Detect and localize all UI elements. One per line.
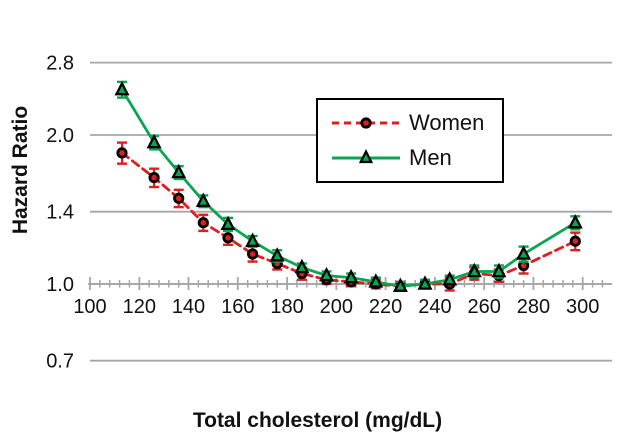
y-tick-label: 2.8 [46,53,74,75]
legend-row-men: Men [330,144,502,170]
legend-row-women: Women [330,112,502,134]
y-tick-label: 2.0 [46,125,74,147]
data-point-women [222,232,234,244]
legend-line-sample-men [332,148,400,163]
x-tick-label: 240 [418,296,451,318]
legend-label-women: Women [409,110,485,136]
data-point-women [247,248,259,260]
legend: Women Men [316,98,504,183]
data-point-women [148,172,160,184]
data-point-men [442,271,458,286]
y-axis-title: Hazard Ratio [9,105,32,235]
data-point-men [516,245,532,260]
legend-marker-triangle-up-icon [358,148,374,163]
data-point-men [567,214,583,229]
data-point-men [146,133,162,149]
x-tick-label: 220 [369,296,402,318]
legend-marker-circle-icon [360,117,372,129]
x-tick-label: 100 [73,296,106,318]
data-point-women [197,217,209,229]
x-tick-label: 180 [270,296,303,318]
x-tick-label: 260 [468,296,501,318]
x-tick-label: 200 [320,296,353,318]
data-point-men [368,273,384,288]
data-point-men [466,262,482,278]
data-point-women [569,235,581,247]
y-tick-label: 0.7 [46,351,74,373]
x-tick-label: 300 [566,296,599,318]
data-point-men [392,277,408,292]
data-point-men [195,192,211,207]
data-point-women [116,147,128,159]
data-point-women [173,192,185,204]
series-men [114,80,583,292]
data-point-men [269,247,285,262]
legend-label-men: Men [409,144,452,170]
data-point-men [114,80,130,96]
data-point-men [220,215,236,231]
data-point-men [417,275,433,290]
x-tick-label: 140 [172,296,205,318]
data-point-men [343,268,359,284]
y-tick-label: 1.4 [46,202,74,224]
data-point-men [319,266,334,282]
data-point-men [245,232,261,247]
data-point-men [491,262,507,278]
x-tick-label: 160 [221,296,254,318]
x-tick-label: 280 [517,296,550,318]
data-point-men [294,258,310,274]
y-tick-label: 1.0 [46,274,74,296]
data-point-men [171,163,187,179]
x-tick-label: 120 [123,296,156,318]
legend-line-sample-women [332,117,400,129]
x-axis-title: Total cholesterol (mg/dL) [192,409,443,432]
